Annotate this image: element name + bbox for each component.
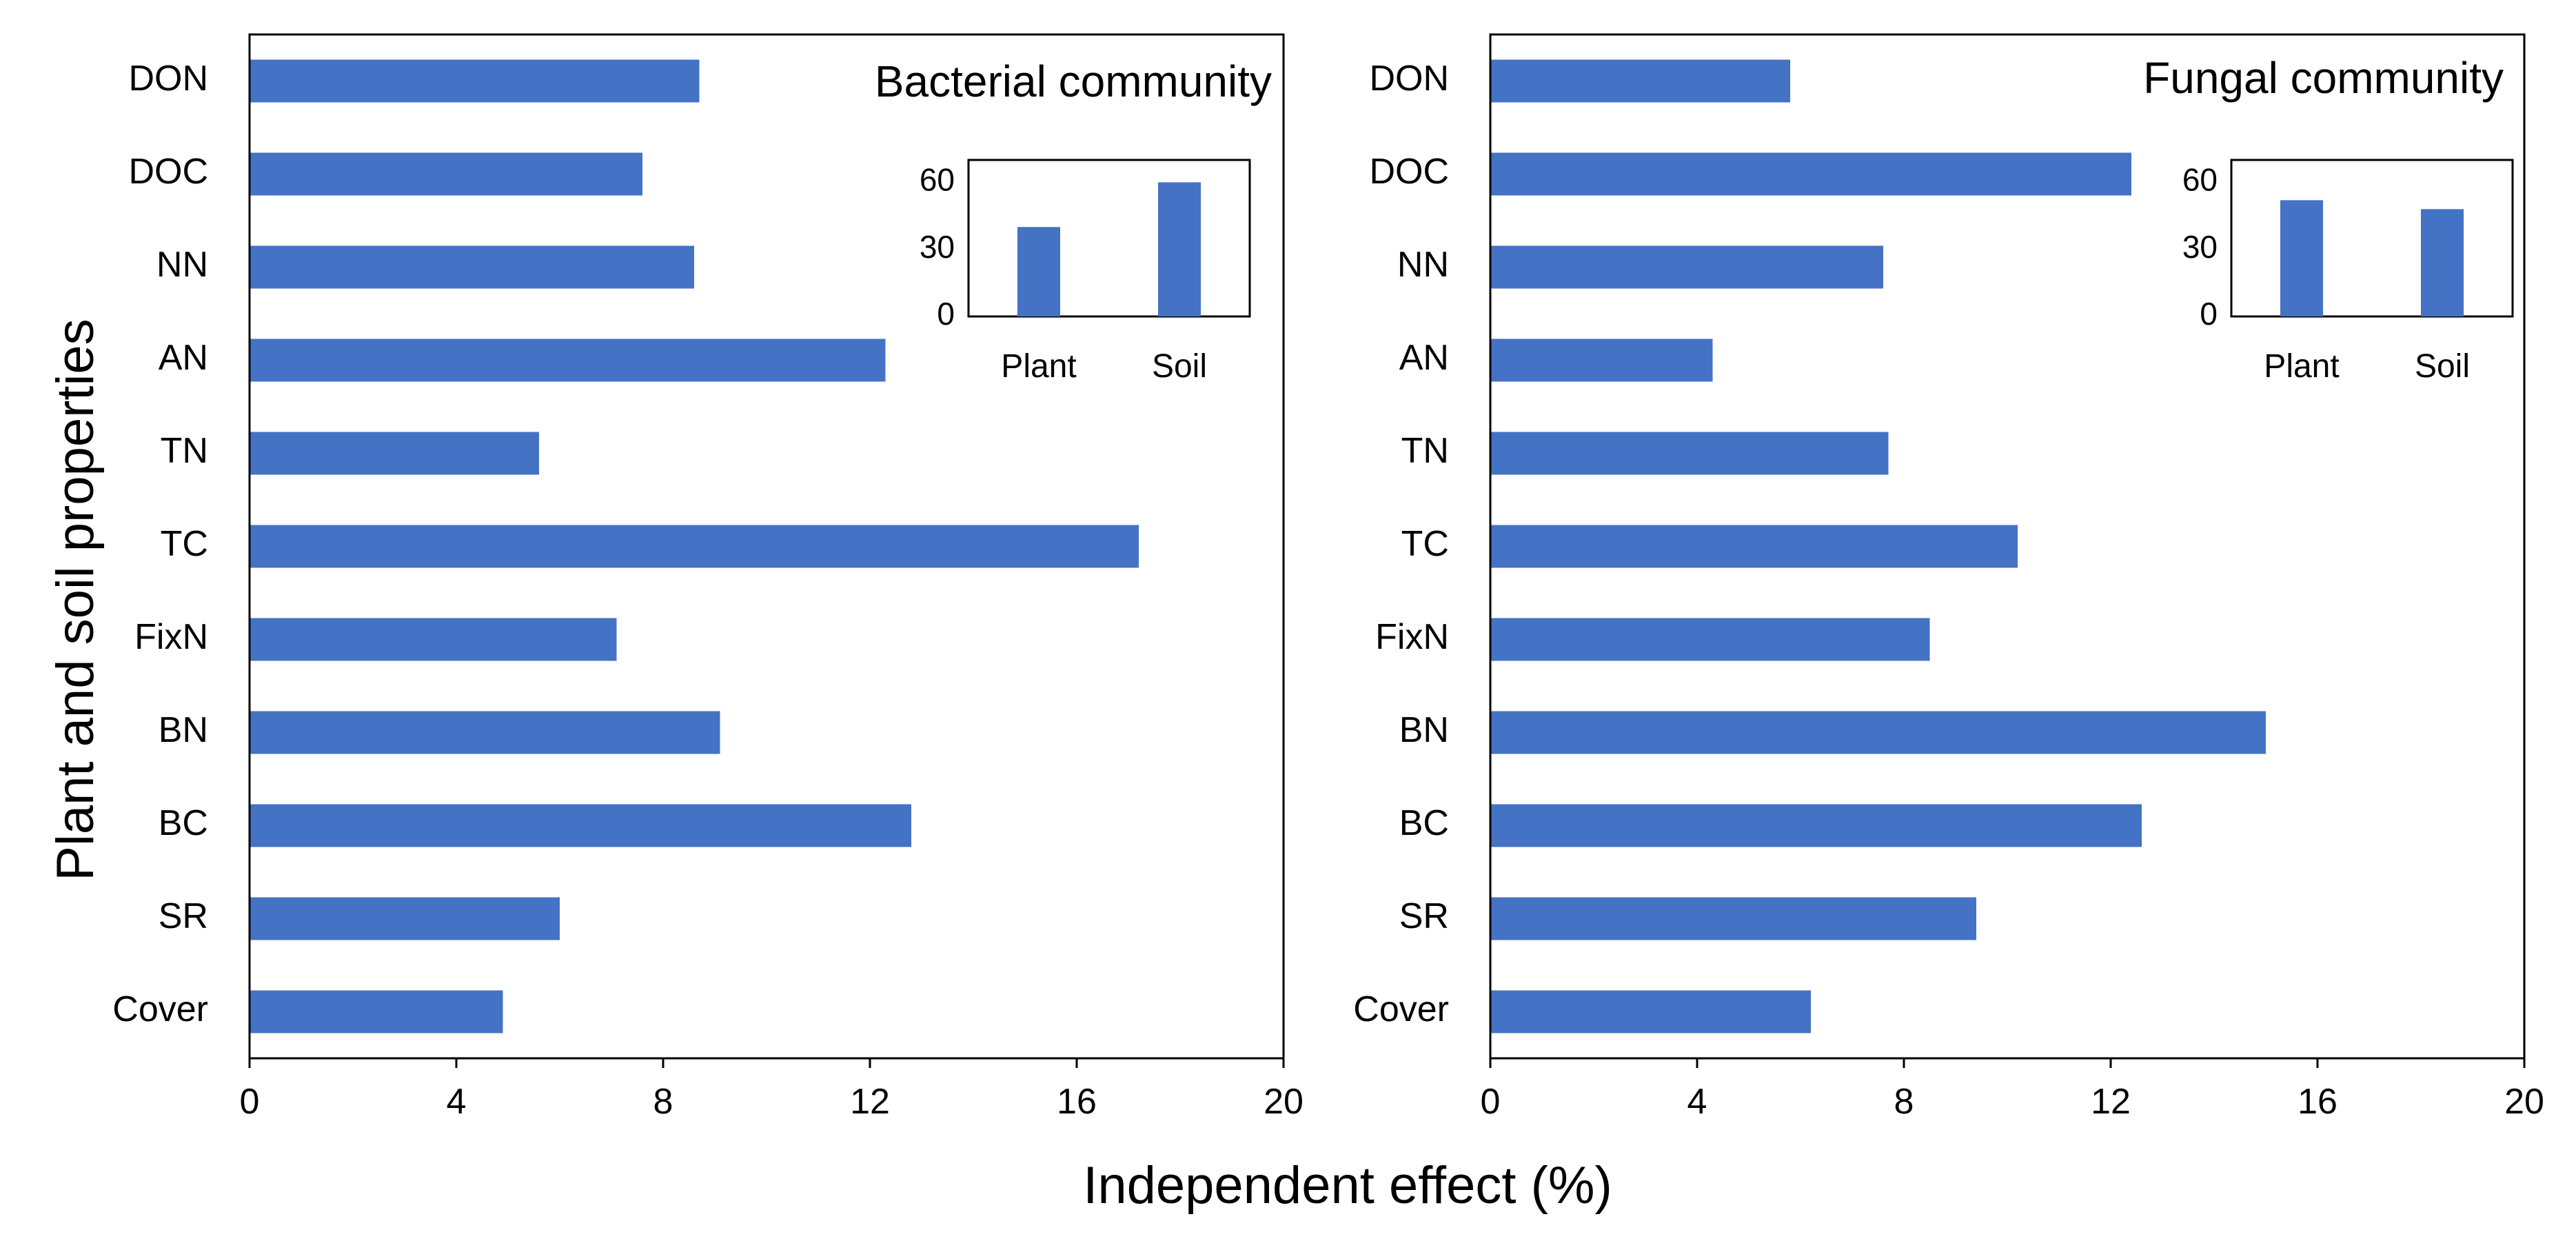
bar-cover: [1490, 990, 1811, 1033]
category-label: DON: [128, 59, 208, 99]
category-label: BN: [159, 710, 208, 750]
category-label: BN: [1399, 710, 1449, 750]
inset-y-tick-label: 30: [2182, 229, 2218, 265]
x-tick-label: 16: [1057, 1082, 1097, 1122]
bar-bc: [250, 804, 911, 847]
category-label: SR: [1399, 896, 1449, 936]
inset-bar-soil: [1158, 182, 1201, 316]
x-tick-label: 20: [2504, 1082, 2544, 1122]
bar-cover: [250, 990, 503, 1033]
bar-an: [250, 339, 886, 382]
bar-nn: [1490, 245, 1883, 289]
bar-an: [1490, 339, 1713, 382]
x-tick-label: 8: [1894, 1082, 1914, 1122]
inset-frame: [967, 159, 1251, 318]
bar-tn: [250, 432, 539, 475]
y-axis-title: Plant and soil properties: [46, 319, 105, 880]
panel-1: DON DOC NN AN TN TC FixN BN BC SR Cover 0 4 8 12 16 20 Ba…: [112, 33, 1304, 1122]
x-tick-label: 0: [240, 1082, 260, 1122]
x-tick-label: 4: [1687, 1082, 1707, 1122]
category-label: TN: [1401, 431, 1449, 471]
bar-doc: [250, 152, 642, 196]
category-label: TC: [161, 524, 208, 564]
bar-bn: [250, 711, 720, 754]
inset-y-tick-label: 0: [2200, 296, 2218, 332]
inset-frame: [2230, 159, 2514, 318]
inset-y-tick-label: 30: [920, 229, 955, 265]
category-label: DOC: [1369, 152, 1449, 192]
bar-bn: [1490, 711, 2266, 754]
plot-frame: [248, 33, 1285, 1060]
x-tick-label: 12: [850, 1082, 890, 1122]
panel-title: Fungal community: [2143, 53, 2504, 103]
x-tick-label: 16: [2298, 1082, 2337, 1122]
x-tick-label: 0: [1481, 1082, 1501, 1122]
x-tick-label: 8: [653, 1082, 673, 1122]
inset-bar-plant: [1017, 227, 1060, 316]
category-label: TN: [161, 431, 208, 471]
inset-chart: 0 30 60 Plant Soil: [2182, 159, 2514, 385]
bar-nn: [250, 245, 694, 289]
category-label: BC: [1399, 803, 1449, 843]
inset-category-label: Plant: [2264, 348, 2339, 385]
inset-y-tick-label: 60: [2182, 162, 2218, 198]
category-label: BC: [159, 803, 208, 843]
inset-y-tick-label: 0: [937, 296, 955, 332]
inset-category-label: Plant: [1001, 348, 1076, 385]
panel-2: DON DOC NN AN TN TC FixN BN BC SR Cover 0 4 8 12 16 20 Fu…: [1353, 33, 2544, 1122]
x-tick-label: 12: [2091, 1082, 2131, 1122]
inset-category-label: Soil: [1152, 348, 1207, 385]
bar-fixn: [1490, 618, 1930, 661]
category-label: SR: [159, 896, 208, 936]
category-label: DOC: [128, 152, 208, 192]
category-label: AN: [159, 338, 208, 378]
category-label: NN: [156, 245, 208, 285]
category-label: AN: [1399, 338, 1449, 378]
category-label: NN: [1397, 245, 1449, 285]
category-label: FixN: [134, 617, 208, 657]
inset-chart: 0 30 60 Plant Soil: [920, 159, 1251, 385]
x-axis-title: Independent effect (%): [1083, 1156, 1612, 1215]
bar-tc: [1490, 525, 2018, 568]
bar-tc: [250, 525, 1139, 568]
category-label: Cover: [112, 989, 208, 1029]
category-label: Cover: [1353, 989, 1449, 1029]
category-label: FixN: [1375, 617, 1449, 657]
inset-category-label: Soil: [2415, 348, 2470, 385]
inset-y-tick-label: 60: [920, 162, 955, 198]
bar-tn: [1490, 432, 1889, 475]
x-tick-label: 4: [447, 1082, 467, 1122]
bar-doc: [1490, 152, 2131, 196]
plot-frame: [1489, 33, 2526, 1060]
bar-fixn: [250, 618, 617, 661]
panel-title: Bacterial community: [875, 57, 1272, 106]
x-tick-label: 20: [1264, 1082, 1304, 1122]
bar-sr: [250, 897, 560, 940]
category-label: DON: [1369, 59, 1449, 99]
inset-bar-soil: [2421, 209, 2464, 316]
bar-don: [1490, 59, 1790, 103]
category-label: TC: [1401, 524, 1449, 564]
inset-bar-plant: [2280, 200, 2323, 316]
bar-sr: [1490, 897, 1976, 940]
bar-don: [250, 59, 700, 103]
bar-bc: [1490, 804, 2142, 847]
